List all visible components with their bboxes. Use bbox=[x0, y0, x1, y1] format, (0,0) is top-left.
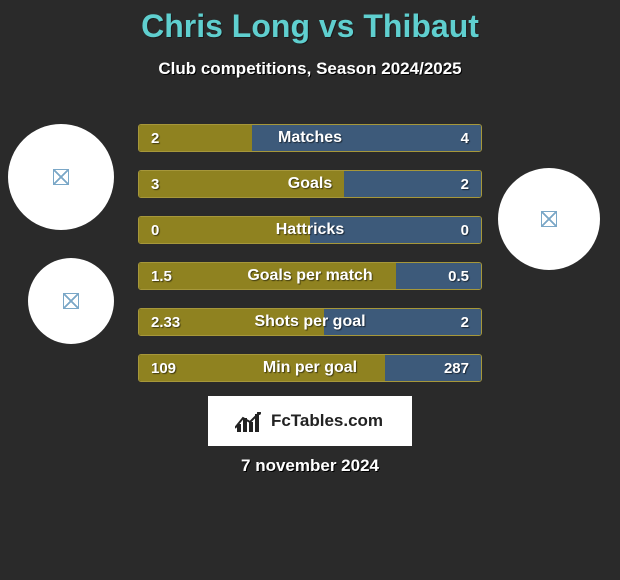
stat-row: Goals per match1.50.5 bbox=[138, 262, 482, 290]
stat-fill-left bbox=[139, 263, 396, 289]
image-placeholder-icon bbox=[53, 169, 69, 185]
stats-container: Matches24 Goals32 Hattricks00 Goals per mat… bbox=[138, 124, 482, 400]
stat-row: Shots per goal2.332 bbox=[138, 308, 482, 336]
stat-fill-right bbox=[310, 217, 481, 243]
player-left-avatar bbox=[8, 124, 114, 230]
stat-row: Hattricks00 bbox=[138, 216, 482, 244]
stat-fill-left bbox=[139, 125, 252, 151]
stat-row: Goals32 bbox=[138, 170, 482, 198]
watermark-text: FcTables.com bbox=[271, 411, 383, 431]
stat-fill-right bbox=[344, 171, 481, 197]
stat-fill-left bbox=[139, 355, 385, 381]
stat-fill-left bbox=[139, 217, 310, 243]
stat-row: Min per goal109287 bbox=[138, 354, 482, 382]
fctables-logo-icon bbox=[237, 410, 265, 432]
subtitle: Club competitions, Season 2024/2025 bbox=[0, 59, 620, 79]
page-title: Chris Long vs Thibaut bbox=[0, 0, 620, 45]
stat-fill-right bbox=[324, 309, 481, 335]
stat-row: Matches24 bbox=[138, 124, 482, 152]
watermark: FcTables.com bbox=[208, 396, 412, 446]
stat-fill-left bbox=[139, 309, 324, 335]
image-placeholder-icon bbox=[63, 293, 79, 309]
stat-fill-right bbox=[385, 355, 481, 381]
stat-fill-left bbox=[139, 171, 344, 197]
club-right-avatar bbox=[498, 168, 600, 270]
club-left-avatar bbox=[28, 258, 114, 344]
stat-fill-right bbox=[252, 125, 481, 151]
date-label: 7 november 2024 bbox=[0, 456, 620, 476]
stat-fill-right bbox=[396, 263, 482, 289]
image-placeholder-icon bbox=[541, 211, 557, 227]
